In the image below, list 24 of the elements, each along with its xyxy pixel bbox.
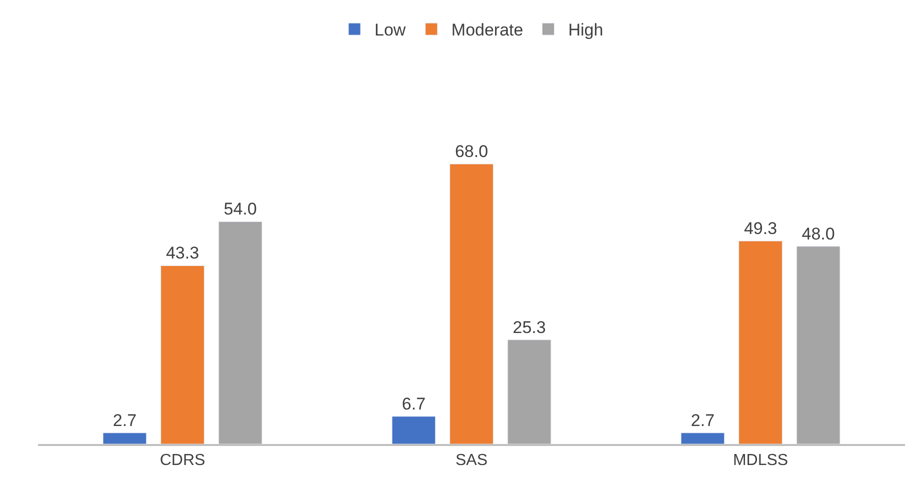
bar bbox=[102, 432, 147, 444]
legend-label: Low bbox=[374, 20, 406, 40]
data-label: 49.3 bbox=[744, 219, 778, 238]
data-label: 43.3 bbox=[166, 244, 200, 263]
data-label: 2.7 bbox=[112, 410, 137, 430]
x-tick-label: CDRS bbox=[160, 452, 206, 469]
bar bbox=[738, 240, 782, 444]
legend-label: Moderate bbox=[451, 20, 524, 40]
bar bbox=[796, 246, 840, 444]
data-label: 2.7 bbox=[690, 410, 715, 430]
bar bbox=[392, 416, 436, 444]
data-label: 25.3 bbox=[512, 318, 546, 337]
data-label: 6.7 bbox=[402, 394, 426, 414]
data-label: 68.0 bbox=[454, 142, 488, 161]
bar bbox=[218, 221, 262, 444]
bar bbox=[450, 164, 494, 444]
x-tick-label: MDLSS bbox=[732, 452, 788, 469]
bar bbox=[507, 340, 552, 444]
x-tick-label: SAS bbox=[455, 452, 488, 469]
data-label: 54.0 bbox=[224, 200, 257, 219]
bar bbox=[160, 265, 204, 444]
legend-label: High bbox=[568, 20, 604, 40]
bar bbox=[680, 432, 725, 444]
data-label: 48.0 bbox=[802, 224, 835, 244]
